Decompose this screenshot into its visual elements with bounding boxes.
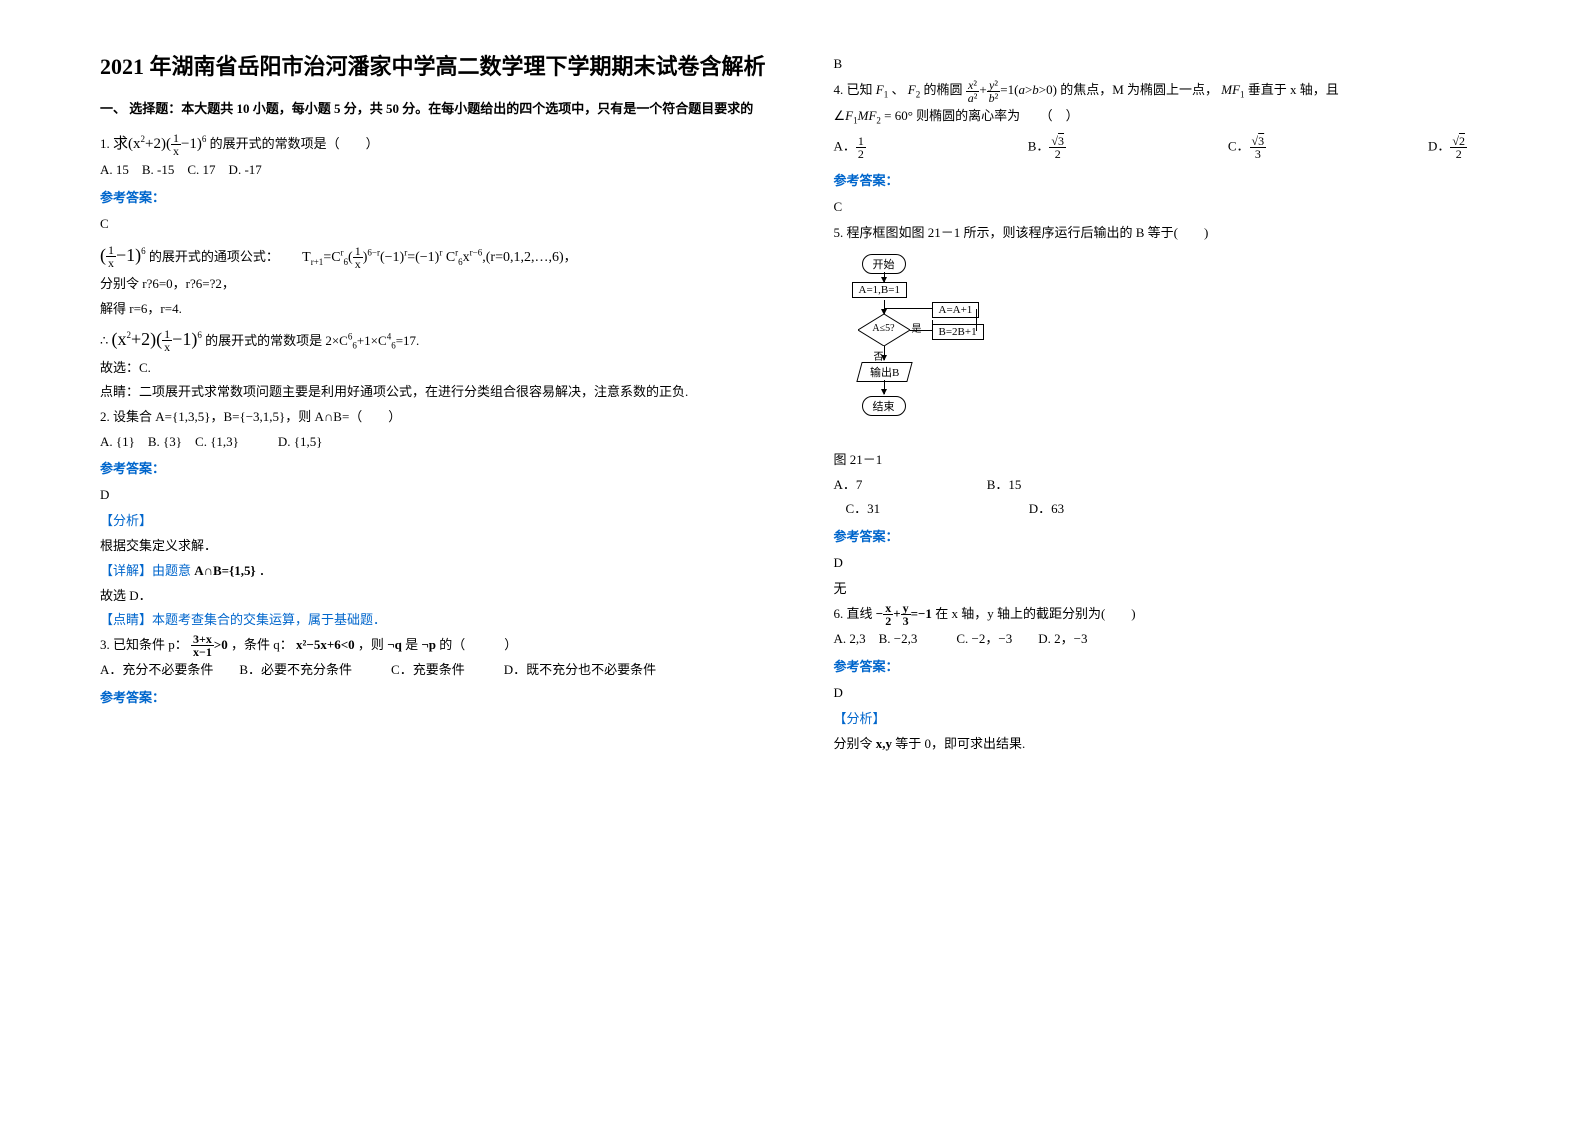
q4-stem2: ∠F1MF2 = 60° 则椭圆的离心率为 （ ）: [834, 104, 1508, 130]
q1-exp1: (1x−1)6 的展开式的通项公式： Tr+1=Cr6(1x)6−r(−1)r=…: [100, 238, 774, 272]
q6-e1c: 等于 0，即可求出结果.: [895, 736, 1025, 751]
q1-exp4: ∴ (x2+2)(1x−1)6 的展开式的常数项是 2×C66+1×C46=17…: [100, 322, 774, 356]
q6-opts: A. 2,3 B. −2,3 C. −2，−3 D. 2，−3: [834, 627, 1508, 652]
q2-t1: 【分析】: [100, 509, 774, 534]
q3-tail: 的（ ）: [439, 637, 517, 652]
q6-t1: 【分析】: [834, 707, 1508, 732]
q4-dn: 、: [891, 82, 904, 97]
q4-od: D．: [1428, 139, 1450, 154]
flow-s1: A=A+1: [932, 302, 980, 318]
q5-opts1: A．7 B．15: [834, 473, 1508, 498]
section-header: 一、 选择题：本大题共 10 小题，每小题 5 分，共 50 分。在每小题给出的…: [100, 99, 774, 120]
q2-e4: 【点睛】本题考查集合的交集运算，属于基础题．: [100, 608, 774, 633]
q5-ans-label: 参考答案：: [834, 526, 1508, 545]
flowchart: 开始 A=1,B=1 A≤5? 是 否 A=A+1 B=2B+1 输出B 结束: [844, 254, 1014, 444]
flow-cond: A≤5?: [858, 323, 910, 334]
q2-e2: 【详解】由题意 A∩B={1,5} ．: [100, 559, 774, 584]
q4-opts: A．12 B．√32 C．√33 D．√22: [834, 135, 1508, 160]
q4-ans: C: [834, 199, 1508, 215]
q3-mid3: 是: [405, 637, 418, 652]
q1-ans: C: [100, 216, 774, 232]
q4-oc: C．: [1228, 139, 1250, 154]
q3-nq: ¬q: [387, 637, 402, 652]
q3-stem: 3. 已知条件 p： 3+xx−1>0 ，条件 q： x²−5x+6<0 ，则 …: [100, 633, 774, 659]
flow-yes: 是: [912, 320, 922, 335]
q1-stem: 1. 求(x2+2)(1x−1)6 的展开式的常数项是（ ）: [100, 130, 774, 159]
q2-t2b: A∩B={1,5}: [194, 563, 255, 578]
flow-out: 输出B: [856, 362, 913, 382]
q3-qexpr: x²−5x+6<0: [296, 637, 355, 652]
q6-ans: D: [834, 685, 1508, 701]
q2-ans-label: 参考答案：: [100, 458, 774, 477]
q5-e1: 无: [834, 577, 1508, 602]
q4-mid1: 的椭圆: [923, 82, 962, 97]
flow-start: 开始: [862, 254, 906, 274]
q1-e4a: ∴: [100, 333, 108, 348]
flow-diamond: A≤5?: [858, 314, 910, 346]
q6-ans-label: 参考答案：: [834, 656, 1508, 675]
q3-mid2: ，则: [358, 637, 384, 652]
q1-e1a: 的展开式的通项公式：: [149, 249, 279, 264]
flow-init: A=1,B=1: [852, 282, 907, 298]
q6-num: 6. 直线: [834, 606, 873, 621]
q4-num: 4. 已知: [834, 82, 873, 97]
q4-ob: B．: [1028, 139, 1050, 154]
q6-stem: 6. 直线 −x2+y3=−1 在 x 轴，y 轴上的截距分别为( ): [834, 602, 1508, 628]
q5-od: D．63: [1029, 501, 1064, 516]
q5-oa: A．7: [834, 473, 984, 498]
q2-e1: 根据交集定义求解．: [100, 534, 774, 559]
q5-cap: 图 21－1: [834, 448, 1508, 473]
q4-mid2: 的焦点，M 为椭圆上一点，: [1060, 82, 1218, 97]
q3-mid: ，条件 q：: [231, 637, 293, 652]
q1-num: 1.: [100, 136, 110, 151]
q3-ans-label: 参考答案：: [100, 687, 774, 706]
q4-stem: 4. 已知 F1 、 F2 的椭圆 x²a²+y²b²=1(a>b>0) 的焦点…: [834, 78, 1508, 104]
q3-num: 3. 已知条件 p：: [100, 637, 188, 652]
q1-opts: A. 15 B. -15 C. 17 D. -17: [100, 158, 774, 183]
q5-ob: B．15: [987, 477, 1022, 492]
q5-stem: 5. 程序框图如图 21－1 所示，则该程序运行后输出的 B 等于( ): [834, 221, 1508, 246]
q1-exp3: 解得 r=6，r=4.: [100, 297, 774, 322]
q2-opts: A. {1} B. {3} C. {1,3} D. {1,5}: [100, 430, 774, 455]
q6-tail: 在 x 轴，y 轴上的截距分别为( ): [935, 606, 1135, 621]
q6-e1: 分别令 x,y 等于 0，即可求出结果.: [834, 732, 1508, 757]
q4-ans-label: 参考答案：: [834, 170, 1508, 189]
q2-t2a: 【详解】由题意: [100, 563, 191, 578]
q5-opts2: C．31 D．63: [834, 497, 1508, 522]
q6-e1a: 分别令: [834, 736, 873, 751]
q3-np: ¬p: [421, 637, 436, 652]
q4-tail: 则椭圆的离心率为 （ ）: [916, 108, 1079, 123]
q4-mid3: 垂直于 x 轴，且: [1248, 82, 1339, 97]
q2-e3: 故选 D．: [100, 584, 774, 609]
doc-title: 2021 年湖南省岳阳市治河潘家中学高二数学理下学期期末试卷含解析: [100, 50, 774, 83]
q2-stem: 2. 设集合 A={1,3,5}，B={−3,1,5}，则 A∩B=（ ）: [100, 405, 774, 430]
q3-ans: B: [834, 56, 1508, 72]
q6-e1b: x,y: [876, 736, 892, 751]
q2-t2c: ．: [259, 563, 272, 578]
q1-exp2: 分别令 r?6=0，r?6=?2，: [100, 272, 774, 297]
q5-oc: C．31: [834, 497, 1026, 522]
q1-ans-label: 参考答案：: [100, 187, 774, 206]
q3-opts: A．充分不必要条件 B．必要不充分条件 C．充要条件 D．既不充分也不必要条件: [100, 658, 774, 683]
q4-oa: A．: [834, 139, 856, 154]
q1-exp5: 故选：C.: [100, 356, 774, 381]
q1-exp6: 点睛：二项展开式求常数项问题主要是利用好通项公式，在进行分类组合很容易解决，注意…: [100, 380, 774, 405]
flow-end: 结束: [862, 396, 906, 416]
q5-ans: D: [834, 555, 1508, 571]
q2-ans: D: [100, 487, 774, 503]
q1-tail: 的展开式的常数项是（ ）: [210, 136, 379, 151]
